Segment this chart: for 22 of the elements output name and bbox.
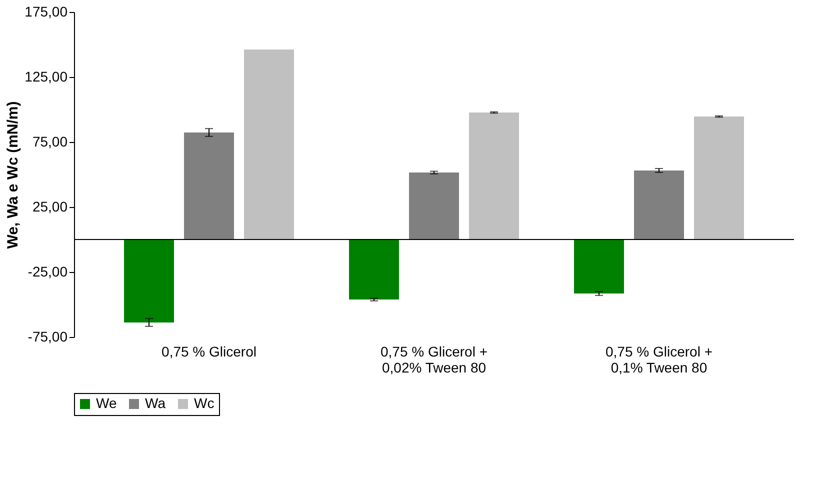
legend-label: We (96, 395, 117, 411)
legend-label: Wc (194, 395, 214, 411)
y-tick-label: 25,00 (32, 198, 68, 214)
y-axis-title: We, Wa e Wc (mN/m) (4, 101, 22, 249)
y-tick-label: -25,00 (28, 264, 68, 280)
bar (469, 112, 519, 240)
bar (124, 240, 174, 322)
bar (409, 172, 459, 240)
y-tick-label: 75,00 (32, 134, 68, 150)
bar (349, 240, 399, 300)
bar (244, 49, 294, 240)
bar (184, 132, 234, 240)
bar (634, 170, 684, 240)
x-tick-label: 0,75 % Glicerol (162, 344, 256, 360)
legend-label: Wa (145, 395, 166, 411)
x-tick-label: 0,75 % Glicerol + 0,02% Tween 80 (380, 344, 488, 376)
y-tick-label: -75,00 (28, 328, 68, 344)
y-tick-label: 175,00 (24, 4, 68, 20)
bar (694, 116, 744, 240)
y-tick-label: 125,00 (24, 68, 68, 84)
x-tick-label: 0,75 % Glicerol + 0,1% Tween 80 (606, 344, 712, 376)
bar (574, 240, 624, 294)
